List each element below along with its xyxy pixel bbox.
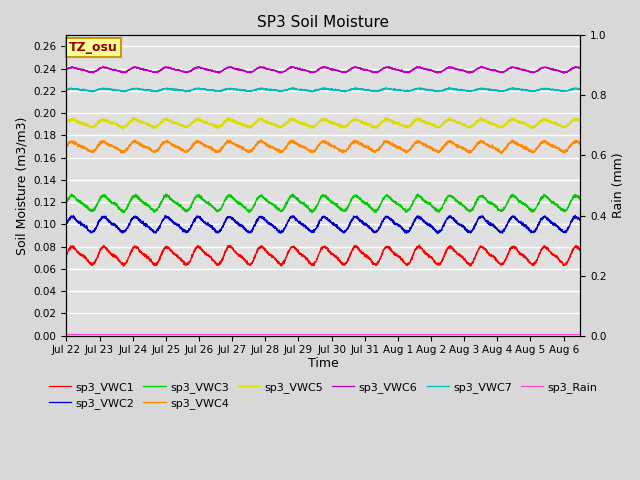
Line: sp3_VWC2: sp3_VWC2	[67, 215, 580, 234]
sp3_VWC2	[433, 231, 441, 237]
sp3_VWC6	[566, 66, 574, 72]
sp3_VWC1	[120, 264, 127, 269]
sp3_VWC6	[511, 65, 519, 71]
Title: SP3 Soil Moisture: SP3 Soil Moisture	[257, 15, 389, 30]
sp3_Rain	[566, 332, 574, 337]
sp3_VWC4	[260, 140, 268, 145]
sp3_VWC1	[63, 252, 70, 257]
sp3_VWC6	[122, 69, 129, 75]
sp3_VWC4	[258, 137, 266, 143]
sp3_VWC5	[260, 118, 268, 123]
sp3_VWC1	[282, 255, 290, 261]
sp3_Rain	[511, 332, 518, 337]
sp3_VWC7	[63, 87, 70, 93]
sp3_VWC6	[99, 63, 107, 69]
sp3_VWC6	[282, 68, 290, 73]
sp3_VWC7	[577, 85, 584, 91]
sp3_Rain	[577, 332, 584, 337]
sp3_Rain	[282, 332, 289, 337]
sp3_VWC2	[121, 228, 129, 234]
Line: sp3_VWC6: sp3_VWC6	[67, 66, 580, 73]
sp3_VWC7	[511, 87, 519, 93]
sp3_VWC5	[152, 124, 159, 130]
sp3_VWC3	[511, 193, 519, 199]
sp3_VWC7	[282, 87, 289, 93]
sp3_VWC2	[152, 229, 159, 235]
sp3_VWC6	[63, 66, 70, 72]
sp3_VWC3	[152, 207, 159, 213]
sp3_VWC7	[260, 86, 268, 92]
sp3_VWC5	[566, 120, 574, 126]
sp3_Rain	[152, 332, 159, 337]
sp3_VWC4	[577, 141, 584, 146]
sp3_VWC3	[577, 195, 584, 201]
X-axis label: Time: Time	[308, 357, 339, 370]
sp3_VWC7	[566, 87, 574, 93]
Line: sp3_VWC3: sp3_VWC3	[67, 194, 580, 213]
sp3_VWC1	[511, 245, 519, 251]
sp3_VWC3	[121, 208, 129, 214]
sp3_VWC3	[162, 191, 170, 197]
sp3_VWC6	[260, 64, 268, 70]
sp3_VWC2	[511, 216, 519, 221]
sp3_VWC5	[511, 117, 519, 123]
sp3_VWC4	[121, 148, 129, 154]
sp3_VWC7	[121, 88, 129, 94]
sp3_VWC2	[63, 220, 70, 226]
sp3_VWC3	[260, 195, 268, 201]
sp3_VWC3	[308, 210, 316, 216]
sp3_VWC4	[152, 148, 159, 154]
sp3_VWC1	[566, 252, 574, 257]
sp3_VWC7	[289, 85, 296, 91]
sp3_VWC5	[577, 119, 584, 124]
sp3_VWC1	[122, 262, 129, 267]
sp3_VWC6	[152, 69, 159, 75]
sp3_VWC7	[152, 89, 159, 95]
sp3_VWC2	[577, 217, 584, 223]
sp3_VWC7	[341, 89, 349, 95]
sp3_VWC5	[282, 120, 289, 126]
sp3_VWC4	[511, 141, 519, 147]
sp3_Rain	[121, 332, 129, 337]
sp3_VWC1	[577, 247, 584, 253]
sp3_Rain	[63, 332, 70, 337]
sp3_VWC3	[63, 199, 70, 204]
Legend: sp3_VWC1, sp3_VWC2, sp3_VWC3, sp3_VWC4, sp3_VWC5, sp3_VWC6, sp3_VWC7, sp3_Rain: sp3_VWC1, sp3_VWC2, sp3_VWC3, sp3_VWC4, …	[45, 377, 602, 413]
sp3_VWC5	[413, 115, 421, 120]
sp3_VWC6	[215, 71, 223, 76]
Line: sp3_VWC5: sp3_VWC5	[67, 118, 580, 129]
sp3_VWC4	[566, 142, 574, 148]
Y-axis label: Rain (mm): Rain (mm)	[612, 153, 625, 218]
sp3_VWC4	[63, 142, 70, 148]
sp3_VWC5	[374, 126, 381, 132]
Line: sp3_VWC7: sp3_VWC7	[67, 88, 580, 92]
sp3_VWC2	[260, 215, 268, 221]
Line: sp3_VWC1: sp3_VWC1	[67, 245, 580, 266]
sp3_Rain	[260, 332, 268, 337]
sp3_VWC1	[415, 242, 423, 248]
sp3_VWC2	[282, 224, 289, 229]
sp3_VWC4	[498, 151, 506, 156]
sp3_VWC5	[121, 124, 129, 130]
sp3_VWC3	[566, 200, 574, 206]
sp3_VWC2	[566, 221, 574, 227]
sp3_VWC6	[577, 65, 584, 71]
Y-axis label: Soil Moisture (m3/m3): Soil Moisture (m3/m3)	[15, 116, 28, 255]
sp3_VWC1	[260, 246, 268, 252]
sp3_VWC4	[282, 146, 290, 152]
sp3_VWC2	[572, 212, 579, 218]
sp3_VWC1	[152, 262, 159, 268]
sp3_VWC5	[63, 119, 70, 125]
sp3_VWC3	[282, 202, 290, 207]
Line: sp3_VWC4: sp3_VWC4	[67, 140, 580, 154]
Text: TZ_osu: TZ_osu	[69, 41, 118, 54]
